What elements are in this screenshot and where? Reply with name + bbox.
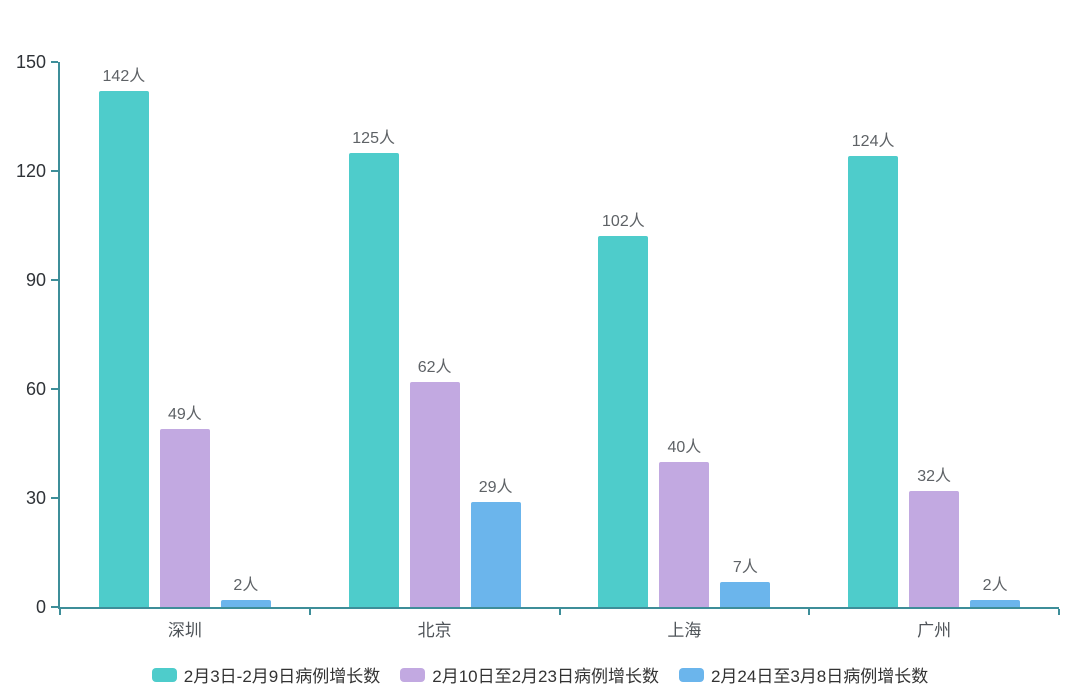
x-axis-tick (1058, 609, 1060, 615)
y-axis-tick (51, 279, 58, 281)
legend-swatch (400, 667, 426, 682)
bar-value-label: 142人 (102, 68, 146, 86)
legend-item[interactable]: 2月24日至3月8日病例增长数 (678, 662, 929, 687)
bar-value-label: 40人 (667, 438, 702, 456)
y-axis-tick-label: 150 (15, 52, 46, 72)
bar[interactable] (470, 501, 521, 607)
bar[interactable] (909, 490, 960, 607)
x-axis-tick (59, 609, 61, 615)
x-axis-tick (808, 609, 811, 615)
plot-area: 0 30 60 90 120 150 142人 49人 2人深圳 125人 62人 29人北京 102人… (16, 52, 1060, 640)
category-label: 深圳 (167, 621, 202, 640)
y-axis-tick (51, 606, 58, 608)
bar-value-label: 32人 (917, 467, 952, 485)
bar[interactable] (159, 428, 210, 607)
bar-value-label: 49人 (167, 405, 202, 423)
legend-label: 2月10日至2月23日病例增长数 (432, 667, 659, 686)
y-axis-tick (51, 497, 58, 499)
legend-label: 2月24日至3月8日病例增长数 (710, 667, 929, 686)
bar[interactable] (659, 461, 710, 607)
bar-value-label: 29人 (478, 478, 513, 496)
x-axis-tick (558, 609, 561, 615)
legend-swatch (151, 667, 177, 682)
bar-value-label: 62人 (417, 358, 452, 376)
bar[interactable] (98, 91, 149, 607)
bar[interactable] (848, 156, 899, 607)
bar[interactable] (409, 381, 460, 607)
y-axis-tick-label: 0 (35, 597, 46, 617)
bar[interactable] (220, 599, 271, 607)
bar[interactable] (598, 236, 649, 607)
category-label: 上海 (667, 621, 702, 640)
y-axis-tick (51, 61, 58, 63)
legend-swatch (678, 667, 704, 682)
bar[interactable] (348, 152, 399, 607)
legend-item[interactable]: 2月10日至2月23日病例增长数 (400, 662, 659, 687)
y-axis-tick (51, 170, 58, 172)
bar-value-label: 7人 (732, 558, 758, 576)
y-axis-tick-label: 30 (25, 488, 46, 508)
category-label: 广州 (917, 621, 952, 640)
legend: 2月3日-2月9日病例增长数 2月10日至2月23日病例增长数 2月24日至3月8日… (0, 662, 1080, 687)
bar-value-label: 2人 (982, 576, 1008, 594)
y-axis-tick-label: 120 (15, 161, 46, 181)
y-axis-tick (51, 388, 58, 390)
bar-value-label: 125人 (352, 129, 395, 147)
y-axis-tick-label: 90 (25, 270, 46, 290)
legend-item[interactable]: 2月3日-2月9日病例增长数 (151, 662, 381, 687)
bar[interactable] (970, 599, 1021, 607)
category-label: 北京 (417, 621, 452, 640)
bar[interactable] (720, 581, 771, 607)
y-axis-tick-label: 60 (25, 379, 46, 399)
bar-value-label: 102人 (602, 213, 645, 231)
x-axis-tick (308, 609, 311, 615)
bar-value-label: 2人 (233, 576, 259, 594)
legend-label: 2月3日-2月9日病例增长数 (183, 667, 381, 686)
bar-value-label: 124人 (851, 133, 895, 151)
